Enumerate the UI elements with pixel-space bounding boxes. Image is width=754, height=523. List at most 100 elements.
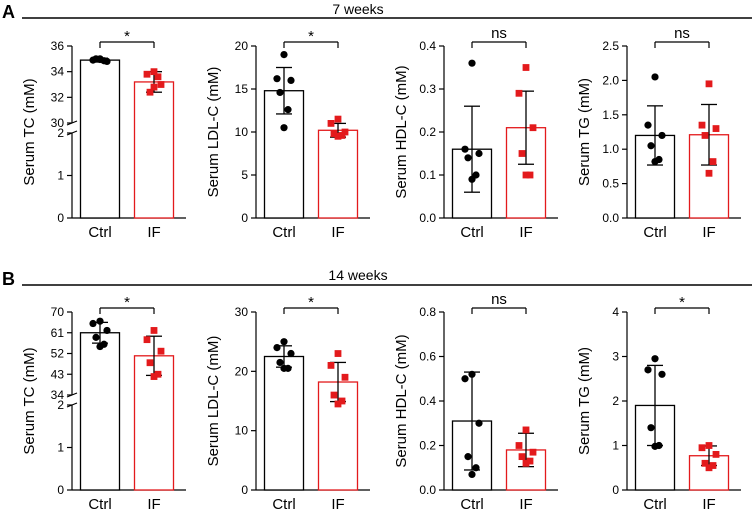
data-point-ctrl <box>644 366 652 374</box>
data-point-if <box>515 442 523 449</box>
bar-if <box>133 81 175 219</box>
data-point-if <box>150 373 158 380</box>
data-point-ctrl <box>96 342 104 351</box>
y-tick-label: 0.3 <box>419 82 436 96</box>
data-point-if <box>705 464 713 472</box>
data-point-ctrl <box>651 73 659 81</box>
bar-ctrl <box>263 355 305 491</box>
y-tick-label: 0 <box>57 211 64 225</box>
y-tick-label: 0.4 <box>419 39 436 53</box>
subplot-1: 0 1 230 32 34 36 Serum TC (mM) Ctrl IF * <box>21 28 186 241</box>
data-point-if <box>327 120 335 127</box>
data-point-ctrl <box>472 464 480 472</box>
y-tick-label: 34 <box>51 388 65 402</box>
data-point-if <box>522 459 530 467</box>
y-tick-label: 0.1 <box>419 168 436 182</box>
y-tick-label: 30 <box>51 116 65 130</box>
significance-label: ns <box>491 25 507 42</box>
significance-label: * <box>124 28 130 45</box>
data-point-ctrl <box>103 326 111 335</box>
data-point-ctrl <box>647 424 655 432</box>
data-point-ctrl <box>464 154 472 162</box>
data-point-if <box>712 125 720 132</box>
y-axis-label: Serum HDL-C (mM) <box>393 334 410 467</box>
y-tick-label: 0 <box>612 483 619 497</box>
data-point-ctrl <box>651 355 659 363</box>
x-tick-label-if: IF <box>331 496 344 513</box>
significance-label: * <box>308 294 314 311</box>
data-point-ctrl <box>461 145 469 153</box>
subplot-2: 0 5 10 15 20 Serum LDL-C (mM) Ctrl IF * <box>205 28 370 241</box>
y-tick-label: 61 <box>51 326 65 340</box>
y-tick-label: 0.2 <box>419 125 436 139</box>
data-point-if <box>709 158 717 165</box>
bar-if <box>317 129 359 219</box>
y-tick-label: 52 <box>51 347 65 361</box>
data-point-ctrl <box>280 51 288 59</box>
panel-letter: A <box>2 2 15 22</box>
data-point-ctrl <box>651 442 659 450</box>
y-tick-label: 2 <box>612 394 619 408</box>
panel-title: 14 weeks <box>328 267 387 283</box>
data-point-ctrl <box>273 344 281 352</box>
x-tick-label-ctrl: Ctrl <box>272 496 295 513</box>
y-axis-label: Serum LDL-C (mM) <box>205 336 222 467</box>
significance-label: * <box>124 294 130 311</box>
y-tick-label: 1 <box>57 441 64 455</box>
data-point-if <box>705 80 713 88</box>
data-point-if <box>522 426 530 434</box>
x-tick-label-ctrl: Ctrl <box>643 496 666 513</box>
x-tick-label-if: IF <box>331 224 344 241</box>
data-point-if <box>701 459 709 467</box>
data-point-ctrl <box>464 453 472 461</box>
data-point-if <box>338 132 346 139</box>
y-tick-label: 15 <box>235 82 249 96</box>
data-point-if <box>698 121 706 129</box>
significance-label: ns <box>674 25 690 42</box>
y-tick-label: 4 <box>612 305 619 319</box>
data-point-if <box>522 171 530 179</box>
data-point-ctrl <box>475 149 483 158</box>
data-point-ctrl <box>280 124 288 132</box>
y-tick-label: 1.0 <box>602 142 619 156</box>
y-tick-label: 0 <box>241 211 248 225</box>
data-point-if <box>529 124 537 132</box>
y-tick-label: 0.6 <box>419 350 436 364</box>
y-tick-label: 2 <box>57 398 64 412</box>
y-tick-label: 3 <box>612 350 619 364</box>
data-point-ctrl <box>468 370 476 378</box>
panel-title: 7 weeks <box>332 1 383 17</box>
x-tick-label-ctrl: Ctrl <box>88 496 111 513</box>
data-point-if <box>154 370 162 378</box>
x-tick-label-if: IF <box>702 496 715 513</box>
data-point-ctrl <box>273 75 281 83</box>
data-point-ctrl <box>651 157 659 166</box>
data-point-ctrl <box>468 175 476 183</box>
data-point-ctrl <box>280 364 288 372</box>
y-tick-label: 0 <box>241 483 248 497</box>
data-point-ctrl <box>96 317 104 325</box>
data-point-if <box>526 457 534 465</box>
data-point-if <box>146 359 154 367</box>
y-tick-label: 30 <box>235 305 249 319</box>
data-point-if <box>157 81 165 88</box>
data-point-if <box>705 169 713 177</box>
data-point-ctrl <box>284 106 292 114</box>
data-point-if <box>341 373 349 381</box>
data-point-if <box>154 73 162 81</box>
data-point-ctrl <box>276 358 284 367</box>
data-point-if <box>150 83 158 91</box>
data-point-ctrl <box>280 338 288 346</box>
y-tick-label: 0.0 <box>419 211 436 225</box>
bar-ctrl <box>79 332 121 491</box>
data-point-if <box>712 451 720 458</box>
subplot-5: 0 1 234 43 52 61 70 Serum TC (mM) Ctrl IF * <box>21 294 186 513</box>
y-axis-label: Serum TC (mM) <box>21 78 38 185</box>
data-point-if <box>327 362 335 369</box>
x-tick-label-ctrl: Ctrl <box>272 224 295 241</box>
y-tick-label: 0 <box>57 483 64 497</box>
data-point-ctrl <box>658 370 666 378</box>
data-point-if <box>526 171 534 179</box>
y-tick-label: 43 <box>51 367 65 381</box>
